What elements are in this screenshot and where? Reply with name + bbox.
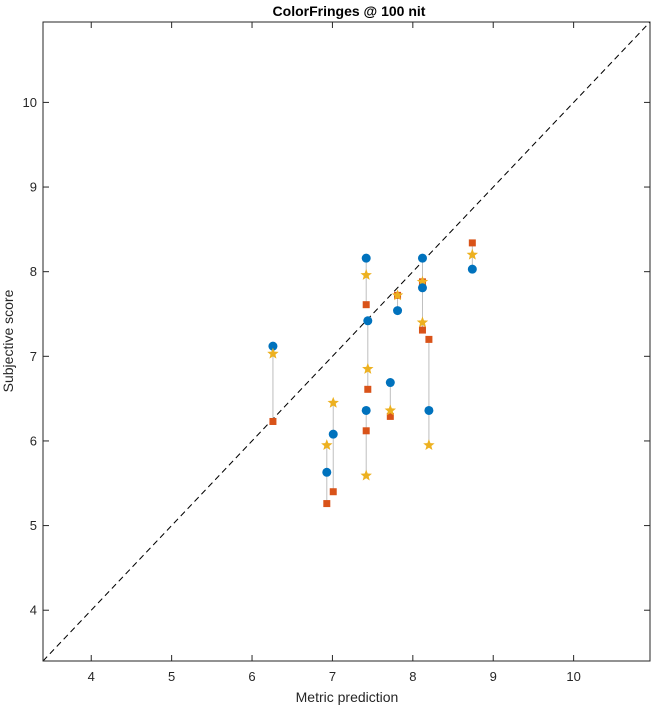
- star-point-5: [360, 469, 372, 481]
- axes-box: [42, 21, 651, 662]
- star-point-11: [466, 248, 479, 260]
- x-tick-label-2: 6: [248, 669, 255, 684]
- x-tick-label-4: 8: [409, 669, 416, 684]
- y-tick-label-1: 5: [30, 518, 37, 533]
- x-tick-label-0: 4: [88, 669, 95, 684]
- x-tick-label-6: 10: [566, 669, 580, 684]
- x-tick-label-1: 5: [168, 669, 175, 684]
- circle-point-3: [361, 253, 371, 263]
- square-point-0: [269, 417, 277, 425]
- y-tick-label-5: 9: [30, 180, 37, 195]
- square-point-1: [323, 500, 331, 508]
- star-point-10: [423, 439, 435, 451]
- star-point-2: [327, 396, 339, 408]
- star-point-4: [362, 363, 374, 374]
- circle-point-5: [361, 405, 371, 415]
- star-point-9: [416, 316, 429, 328]
- circle-point-2: [328, 429, 338, 439]
- square-point-4: [364, 385, 372, 393]
- square-point-10: [425, 335, 433, 343]
- y-tick-label-0: 4: [30, 603, 37, 618]
- circle-point-9: [417, 283, 427, 293]
- chart-title: ColorFringes @ 100 nit: [273, 3, 426, 19]
- circle-point-11: [467, 264, 477, 274]
- y-tick-label-3: 7: [30, 349, 37, 364]
- star-point-3: [360, 269, 372, 280]
- x-axis-label: Metric prediction: [296, 689, 399, 705]
- y-tick-label-4: 8: [30, 264, 37, 279]
- square-point-2: [329, 488, 337, 496]
- circle-point-7: [393, 306, 403, 316]
- x-tick-label-5: 9: [490, 669, 497, 684]
- axes: 4 5 6 7 8 9 10 4 5 6 7 8 9 10: [23, 21, 651, 684]
- star-point-7: [391, 289, 404, 301]
- square-point-11: [468, 239, 476, 247]
- data-marks: [42, 21, 651, 662]
- circle-point-10: [424, 405, 434, 415]
- star-point-0: [267, 347, 279, 359]
- circle-point-1: [322, 467, 332, 477]
- circle-point-4: [363, 316, 373, 326]
- y-axis-label: Subjective score: [0, 289, 16, 392]
- square-point-9: [418, 326, 426, 334]
- circle-point-8: [417, 253, 427, 263]
- square-point-6: [386, 412, 394, 420]
- circle-point-6: [385, 378, 395, 388]
- star-point-8: [416, 275, 429, 287]
- y-tick-label-2: 6: [30, 433, 37, 448]
- diagonal-reference-line: [42, 21, 651, 662]
- star-point-1: [321, 439, 333, 451]
- star-point-6: [384, 404, 397, 416]
- circle-point-0: [268, 341, 278, 351]
- x-tick-label-3: 7: [329, 669, 336, 684]
- square-point-3: [362, 301, 370, 309]
- y-tick-label-6: 10: [23, 95, 37, 110]
- square-point-5: [362, 427, 370, 435]
